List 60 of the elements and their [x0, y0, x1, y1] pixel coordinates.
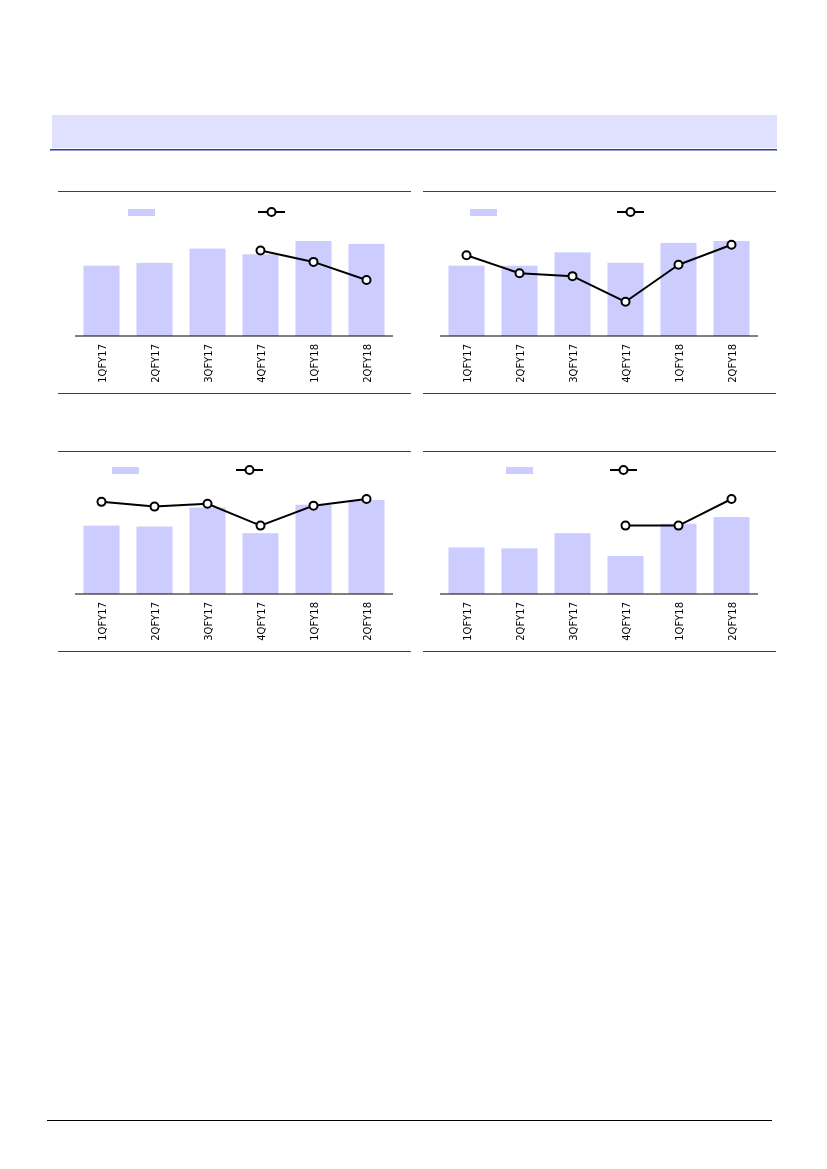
bar [448, 265, 485, 336]
bar [660, 523, 697, 594]
x-tick-label: 2QFY18 [361, 602, 373, 641]
x-tick-label: 1QFY17 [461, 344, 473, 383]
point [514, 268, 525, 279]
bar [660, 242, 697, 336]
x-tick-label: 2QFY18 [726, 344, 738, 383]
bar [713, 241, 750, 336]
point [361, 494, 372, 504]
x-tick-label: 3QFY17 [202, 344, 214, 383]
bar [189, 248, 226, 336]
point [149, 501, 160, 512]
bar [83, 525, 120, 594]
x-tick-label: 2QFY17 [514, 344, 526, 383]
x-tick-label: 1QFY18 [308, 344, 320, 383]
bar [607, 556, 644, 594]
bar [295, 504, 332, 594]
point [461, 250, 472, 261]
bar [348, 243, 385, 336]
x-tick-label: 2QFY17 [149, 344, 161, 383]
x-tick-label: 1QFY18 [673, 344, 685, 383]
x-tick-label: 2QFY17 [514, 602, 526, 641]
point [255, 520, 266, 531]
x-tick-label: 2QFY18 [726, 602, 738, 641]
bar [189, 507, 226, 594]
x-tick-label: 4QFY17 [620, 602, 632, 641]
bar [295, 241, 332, 336]
x-tick-label: 4QFY17 [620, 344, 632, 383]
point [96, 496, 107, 507]
x-tick-label: 2QFY18 [361, 344, 373, 383]
bar [242, 254, 279, 336]
bar [501, 548, 538, 594]
bar [554, 252, 591, 336]
x-tick-label: 3QFY17 [567, 344, 579, 383]
point [673, 259, 684, 270]
bar [136, 262, 173, 336]
bar [83, 265, 120, 336]
x-tick-label: 1QFY18 [308, 602, 320, 641]
point [620, 296, 631, 307]
bar [607, 262, 644, 336]
point [202, 498, 213, 509]
bar [136, 526, 173, 594]
point [726, 239, 737, 250]
bar [348, 499, 385, 594]
bar [554, 533, 591, 594]
point [567, 271, 578, 282]
x-tick-label: 1QFY17 [96, 602, 108, 641]
x-tick-label: 1QFY18 [673, 602, 685, 641]
x-tick-label: 3QFY17 [567, 602, 579, 641]
x-tick-label: 2QFY17 [149, 602, 161, 641]
bar [448, 547, 485, 594]
bar [242, 533, 279, 594]
bar [501, 265, 538, 336]
x-tick-label: 3QFY17 [202, 602, 214, 641]
x-tick-label: 4QFY17 [255, 602, 267, 641]
point [308, 500, 319, 511]
x-tick-label: 1QFY17 [461, 602, 473, 641]
x-tick-label: 1QFY17 [96, 344, 108, 383]
x-tick-label: 4QFY17 [255, 344, 267, 383]
bar [713, 517, 750, 594]
